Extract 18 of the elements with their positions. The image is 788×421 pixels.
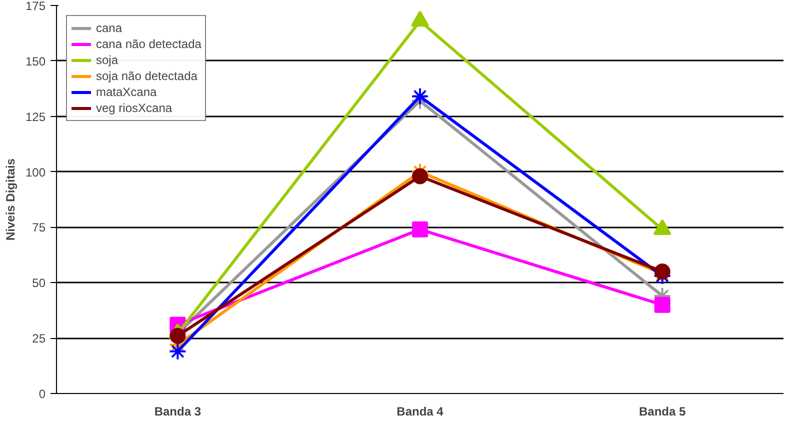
y-tick-label: 100	[25, 165, 46, 180]
y-tick-label: 175	[25, 0, 46, 13]
legend-label: veg riosXcana	[96, 100, 172, 116]
y-tick-label: 50	[32, 276, 46, 290]
legend-label: cana não detectada	[96, 36, 202, 52]
x-tick-label: Banda 3	[154, 404, 202, 418]
y-tick-label: 0	[38, 387, 46, 401]
y-tick-label: 150	[25, 54, 46, 68]
y-tick-label: 75	[32, 220, 46, 235]
legend-label: mataXcana	[96, 84, 157, 100]
x-tick-label: Banda 5	[638, 404, 686, 418]
legend-label: soja não detectada	[96, 68, 198, 84]
legend-label: soja	[96, 52, 118, 68]
x-tick-label: Banda 4	[396, 404, 444, 418]
y-tick-label: 25	[32, 332, 46, 346]
y-tick-label: 125	[25, 110, 46, 124]
legend-label: cana	[96, 20, 122, 36]
y-axis-title: Niveis Digitais	[3, 158, 18, 241]
